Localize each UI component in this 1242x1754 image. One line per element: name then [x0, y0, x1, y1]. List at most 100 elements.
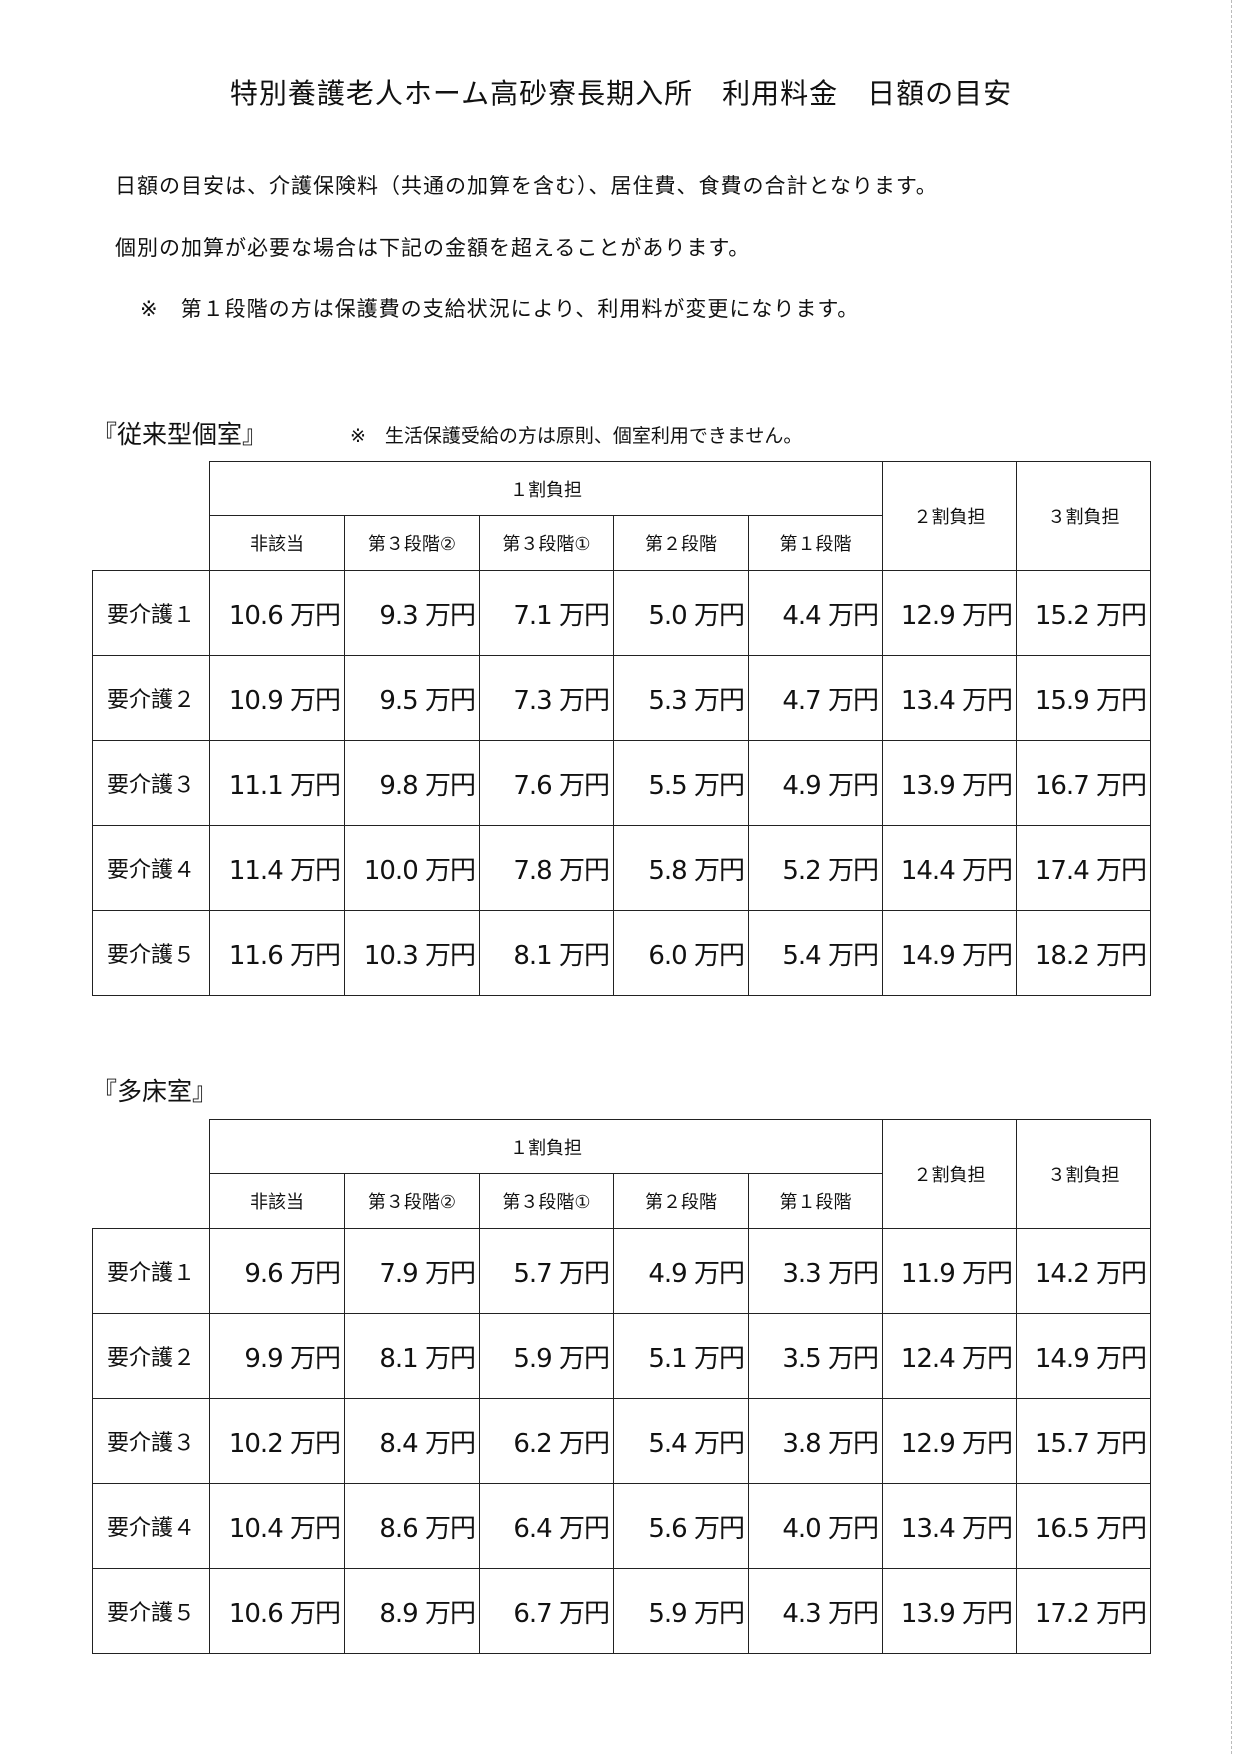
fee-cell: 5.3 万円: [613, 655, 749, 741]
private-room-note: ※ 生活保護受給の方は原則、個室利用できません。: [350, 425, 803, 447]
fee-cell: 8.1 万円: [344, 1313, 480, 1399]
fee-cell: 17.2 万円: [1016, 1568, 1151, 1654]
fee-cell: 18.2 万円: [1016, 910, 1151, 996]
fee-cell: 10.4 万円: [209, 1483, 345, 1569]
intro-note: ※ 第１段階の方は保護費の支給状況により、利用料が変更になります。: [140, 297, 860, 321]
fee-cell: 10.9 万円: [209, 655, 345, 741]
fee-cell: 7.8 万円: [479, 825, 614, 911]
fee-cell: 5.5 万円: [613, 740, 749, 826]
column-subheader: 第３段階①: [479, 515, 614, 571]
column-subheader: 第３段階②: [344, 515, 480, 571]
column-subheader: 第２段階: [613, 515, 749, 571]
fee-cell: 16.7 万円: [1016, 740, 1151, 826]
fee-cell: 13.9 万円: [882, 1568, 1017, 1654]
row-label: 要介護１: [92, 1228, 210, 1314]
table-row: 要介護４ 10.4 万円 8.6 万円 6.4 万円 5.6 万円 4.0 万円 13.4 …: [92, 1483, 1151, 1569]
table-row: 要介護５ 11.6 万円 10.3 万円 8.1 万円 6.0 万円 5.4 万円 14.9…: [92, 910, 1151, 996]
fee-cell: 7.1 万円: [479, 570, 614, 656]
fee-cell: 9.8 万円: [344, 740, 480, 826]
subheader-row: 非該当 第３段階② 第３段階① 第２段階 第１段階: [93, 515, 1151, 571]
fee-cell: 10.2 万円: [209, 1398, 345, 1484]
fee-cell: 6.0 万円: [613, 910, 749, 996]
fee-cell: 4.3 万円: [748, 1568, 883, 1654]
fee-cell: 8.9 万円: [344, 1568, 480, 1654]
row-label: 要介護５: [92, 910, 210, 996]
fee-cell: 7.6 万円: [479, 740, 614, 826]
header-row: １割負担 ２割負担 ３割負担: [92, 461, 1151, 571]
fee-cell: 16.5 万円: [1016, 1483, 1151, 1569]
group-header: １割負担: [209, 1119, 883, 1174]
fee-cell: 4.7 万円: [748, 655, 883, 741]
row-label: 要介護５: [92, 1568, 210, 1654]
group-header: １割負担: [209, 461, 883, 516]
header-row: １割負担 ２割負担 ３割負担: [92, 1119, 1151, 1229]
fee-cell: 5.9 万円: [479, 1313, 614, 1399]
fee-cell: 9.9 万円: [209, 1313, 345, 1399]
fee-cell: 5.4 万円: [613, 1398, 749, 1484]
column-header: ３割負担: [1016, 461, 1151, 571]
fee-cell: 5.2 万円: [748, 825, 883, 911]
fee-cell: 3.5 万円: [748, 1313, 883, 1399]
table-row: 要介護１ 10.6 万円 9.3 万円 7.1 万円 5.0 万円 4.4 万円 12.9 …: [92, 570, 1151, 656]
column-header: ２割負担: [882, 1119, 1017, 1229]
fee-cell: 13.4 万円: [882, 655, 1017, 741]
row-label: 要介護３: [92, 740, 210, 826]
fee-cell: 8.4 万円: [344, 1398, 480, 1484]
column-subheader: 第１段階: [748, 515, 883, 571]
fee-cell: 12.4 万円: [882, 1313, 1017, 1399]
fee-cell: 7.3 万円: [479, 655, 614, 741]
fee-cell: 9.5 万円: [344, 655, 480, 741]
fee-cell: 11.6 万円: [209, 910, 345, 996]
fee-cell: 15.2 万円: [1016, 570, 1151, 656]
fee-cell: 6.2 万円: [479, 1398, 614, 1484]
fee-cell: 10.3 万円: [344, 910, 480, 996]
fee-cell: 8.1 万円: [479, 910, 614, 996]
column-subheader: 非該当: [209, 1173, 345, 1229]
fee-cell: 14.9 万円: [1016, 1313, 1151, 1399]
fee-cell: 6.4 万円: [479, 1483, 614, 1569]
fee-cell: 10.0 万円: [344, 825, 480, 911]
scan-edge-line: [1231, 0, 1232, 1754]
fee-cell: 3.8 万円: [748, 1398, 883, 1484]
fee-cell: 14.4 万円: [882, 825, 1017, 911]
fee-cell: 5.0 万円: [613, 570, 749, 656]
fee-cell: 5.1 万円: [613, 1313, 749, 1399]
fee-cell: 5.4 万円: [748, 910, 883, 996]
intro-line-1: 日額の目安は、介護保険料（共通の加算を含む）、居住費、食費の合計となります。: [115, 174, 938, 198]
fee-table-private-room: １割負担 ２割負担 ３割負担 非該当 第３段階② 第３段階① 第２段階 第１段階 要介護１ 10.…: [92, 461, 1151, 996]
table-row: 要介護２ 9.9 万円 8.1 万円 5.9 万円 5.1 万円 3.5 万円 12.4 万…: [92, 1313, 1151, 1399]
fee-cell: 12.9 万円: [882, 570, 1017, 656]
column-subheader: 非該当: [209, 515, 345, 571]
fee-cell: 4.0 万円: [748, 1483, 883, 1569]
fee-cell: 4.9 万円: [613, 1228, 749, 1314]
fee-cell: 13.9 万円: [882, 740, 1017, 826]
table-row: 要介護４ 11.4 万円 10.0 万円 7.8 万円 5.8 万円 5.2 万円 14.4…: [92, 825, 1151, 911]
fee-cell: 5.7 万円: [479, 1228, 614, 1314]
table-row: 要介護３ 11.1 万円 9.8 万円 7.6 万円 5.5 万円 4.9 万円 13.9 …: [92, 740, 1151, 826]
table-row: 要介護３ 10.2 万円 8.4 万円 6.2 万円 5.4 万円 3.8 万円 12.9 …: [92, 1398, 1151, 1484]
fee-cell: 7.9 万円: [344, 1228, 480, 1314]
fee-cell: 15.9 万円: [1016, 655, 1151, 741]
column-subheader: 第３段階②: [344, 1173, 480, 1229]
row-label: 要介護４: [92, 1483, 210, 1569]
intro-line-2: 個別の加算が必要な場合は下記の金額を超えることがあります。: [115, 236, 751, 260]
fee-cell: 11.1 万円: [209, 740, 345, 826]
fee-cell: 9.6 万円: [209, 1228, 345, 1314]
fee-cell: 3.3 万円: [748, 1228, 883, 1314]
page-title: 特別養護老人ホーム高砂寮長期入所 利用料金 日額の目安: [229, 77, 1013, 110]
fee-cell: 5.9 万円: [613, 1568, 749, 1654]
fee-cell: 17.4 万円: [1016, 825, 1151, 911]
fee-cell: 4.4 万円: [748, 570, 883, 656]
table-row: 要介護１ 9.6 万円 7.9 万円 5.7 万円 4.9 万円 3.3 万円 11.9 万…: [92, 1228, 1151, 1314]
subheader-row: 非該当 第３段階② 第３段階① 第２段階 第１段階: [93, 1173, 1151, 1229]
column-header: ２割負担: [882, 461, 1017, 571]
fee-cell: 11.4 万円: [209, 825, 345, 911]
column-subheader: 第２段階: [613, 1173, 749, 1229]
row-label: 要介護２: [92, 655, 210, 741]
fee-cell: 4.9 万円: [748, 740, 883, 826]
row-label: 要介護３: [92, 1398, 210, 1484]
fee-cell: 8.6 万円: [344, 1483, 480, 1569]
table-row: 要介護２ 10.9 万円 9.5 万円 7.3 万円 5.3 万円 4.7 万円 13.4 …: [92, 655, 1151, 741]
section-heading-private-room: 『従来型個室』: [92, 420, 268, 449]
fee-cell: 14.2 万円: [1016, 1228, 1151, 1314]
